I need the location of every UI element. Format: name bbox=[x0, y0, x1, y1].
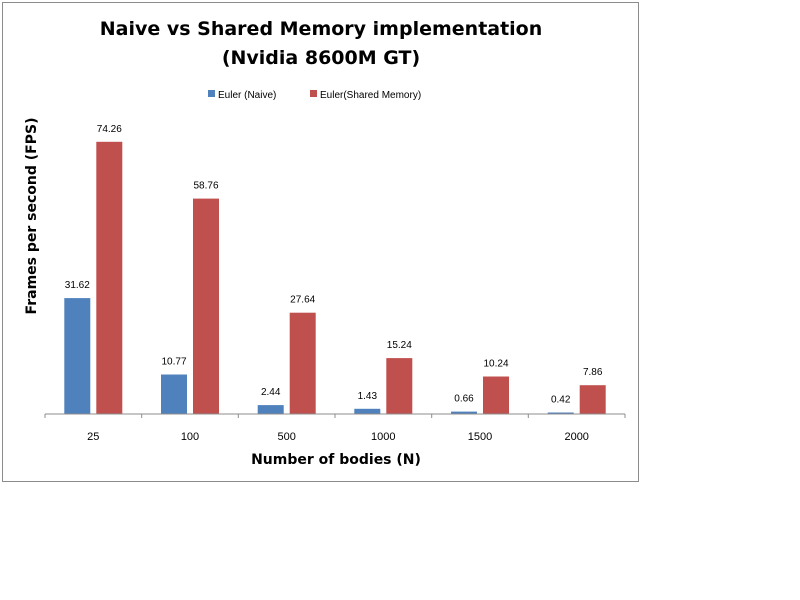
data-label-naive-500: 2.44 bbox=[261, 387, 281, 398]
x-tick-label-2000: 2000 bbox=[564, 431, 588, 443]
bar-group bbox=[64, 141, 606, 415]
bar-shared-2000 bbox=[579, 385, 606, 414]
x-tick-label-1000: 1000 bbox=[371, 431, 395, 443]
chart-title: Naive vs Shared Memory implementation bbox=[100, 18, 543, 40]
bar-shared-1500 bbox=[483, 376, 509, 414]
bar-shared-25 bbox=[96, 141, 123, 415]
chart-subtitle: (Nvidia 8600M GT) bbox=[222, 47, 420, 69]
legend-swatch-shared bbox=[310, 90, 317, 97]
data-label-shared-1500: 10.24 bbox=[483, 359, 508, 370]
data-label-shared-2000: 7.86 bbox=[583, 367, 603, 378]
bar-shared-1000 bbox=[386, 358, 413, 414]
legend-label-naive: Euler (Naive) bbox=[218, 90, 276, 101]
bar-naive-1000 bbox=[354, 408, 381, 414]
data-label-naive-1500: 0.66 bbox=[454, 394, 474, 405]
bar-shared-500 bbox=[289, 312, 316, 414]
data-label-shared-1000: 15.24 bbox=[387, 340, 412, 351]
data-label-group: 31.62 74.26 10.77 58.76 2.44 27.64 1.43 15.24 0.… bbox=[65, 124, 603, 406]
bar-shared-100 bbox=[193, 198, 219, 414]
x-tick-label-500: 500 bbox=[278, 431, 296, 443]
bar-naive-100 bbox=[161, 374, 187, 414]
data-label-naive-25: 31.62 bbox=[65, 280, 90, 291]
x-tick-label-100: 100 bbox=[181, 431, 199, 443]
data-label-naive-2000: 0.42 bbox=[551, 395, 571, 406]
chart-legend: Euler (Naive) Euler(Shared Memory) bbox=[208, 90, 421, 101]
chart-frame: Naive vs Shared Memory implementation (N… bbox=[2, 2, 639, 482]
x-tick-labels: 25 100 500 1000 1500 2000 bbox=[44, 414, 626, 443]
bar-chart: Naive vs Shared Memory implementation (N… bbox=[24, 18, 626, 468]
data-label-naive-100: 10.77 bbox=[161, 357, 186, 368]
data-label-shared-25: 74.26 bbox=[97, 124, 122, 135]
legend-swatch-naive bbox=[208, 90, 215, 97]
bar-naive-500 bbox=[257, 405, 284, 414]
bar-naive-2000 bbox=[547, 412, 574, 414]
x-tick-label-25: 25 bbox=[87, 431, 99, 443]
y-axis-title: Frames per second (FPS) bbox=[24, 118, 40, 315]
bar-naive-1500 bbox=[451, 411, 477, 414]
bar-naive-25 bbox=[64, 298, 91, 414]
x-tick-label-1500: 1500 bbox=[468, 431, 492, 443]
data-label-shared-500: 27.64 bbox=[290, 295, 315, 306]
data-label-naive-1000: 1.43 bbox=[358, 391, 378, 402]
data-label-shared-100: 58.76 bbox=[193, 181, 218, 192]
x-axis-title: Number of bodies (N) bbox=[251, 452, 421, 468]
legend-label-shared: Euler(Shared Memory) bbox=[320, 90, 421, 101]
